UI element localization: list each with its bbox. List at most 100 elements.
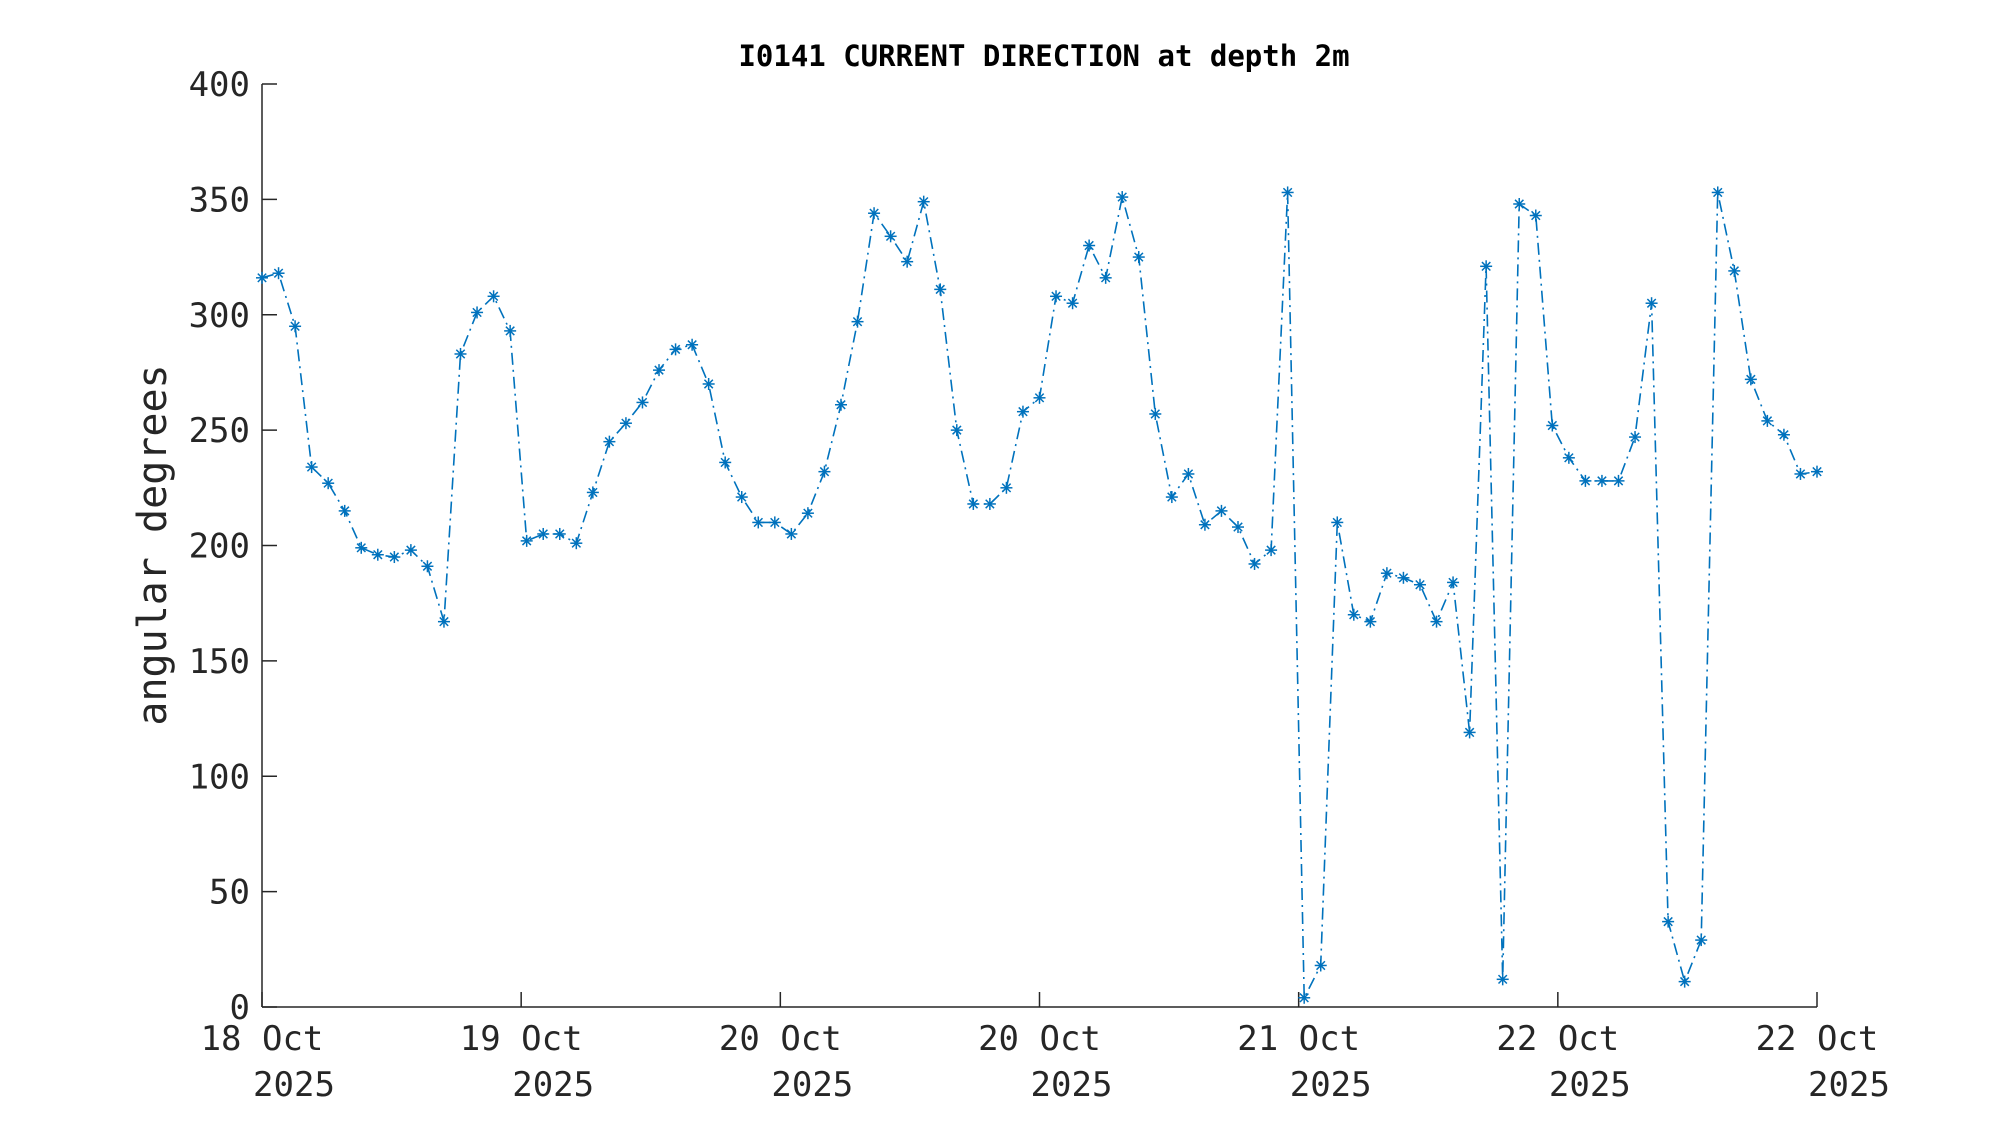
- data-point: [1083, 239, 1096, 252]
- data-point: [437, 615, 450, 628]
- data-point: [504, 324, 517, 337]
- data-point: [719, 456, 732, 469]
- data-point: [1116, 191, 1129, 204]
- data-point: [471, 306, 484, 319]
- data-point: [851, 315, 864, 328]
- data-point: [752, 516, 765, 529]
- y-tick-label: 0: [230, 988, 250, 1028]
- data-point: [1513, 197, 1526, 210]
- data-point: [801, 507, 814, 520]
- data-point: [1000, 481, 1013, 494]
- y-tick-label: 50: [209, 873, 250, 913]
- data-point: [537, 527, 550, 540]
- data-point: [669, 343, 682, 356]
- data-point: [1265, 544, 1278, 557]
- data-point: [520, 534, 533, 547]
- data-point: [1132, 251, 1145, 264]
- data-point: [1662, 915, 1675, 928]
- y-tick-label: 400: [189, 65, 250, 105]
- data-point: [636, 396, 649, 409]
- data-point: [1744, 373, 1757, 386]
- data-point: [1562, 451, 1575, 464]
- data-point: [1811, 465, 1823, 478]
- plot-area: [256, 186, 1823, 1004]
- data-point: [686, 338, 699, 351]
- data-point: [1777, 428, 1790, 441]
- x-tick-label-year: 2025: [253, 1065, 335, 1105]
- data-point: [1016, 405, 1029, 418]
- data-point: [305, 461, 318, 474]
- x-tick-label-year: 2025: [1549, 1065, 1631, 1105]
- data-point: [338, 504, 351, 517]
- data-point: [785, 527, 798, 540]
- y-tick-label: 350: [189, 180, 250, 220]
- data-point: [768, 516, 781, 529]
- data-point: [1480, 260, 1493, 273]
- data-point: [735, 491, 748, 504]
- data-point: [1645, 297, 1658, 310]
- data-point: [404, 544, 417, 557]
- data-point: [1794, 467, 1807, 480]
- data-point: [950, 424, 963, 437]
- data-point: [1579, 474, 1592, 487]
- x-tick-label-day: 21 Oct: [1237, 1019, 1360, 1059]
- data-point: [1298, 991, 1311, 1004]
- data-point: [1364, 615, 1377, 628]
- data-point: [967, 497, 980, 510]
- x-tick-label-day: 18 Oct: [201, 1019, 324, 1059]
- data-point: [1215, 504, 1228, 517]
- data-point: [934, 283, 947, 296]
- data-point: [1347, 608, 1360, 621]
- data-point: [983, 497, 996, 510]
- data-point: [818, 465, 831, 478]
- data-point: [454, 347, 467, 360]
- data-point: [619, 417, 632, 430]
- data-point: [421, 560, 434, 573]
- data-point: [1050, 290, 1063, 303]
- x-tick-label-year: 2025: [771, 1065, 853, 1105]
- data-point: [272, 267, 285, 280]
- y-tick-label: 250: [189, 411, 250, 451]
- x-tick-label-year: 2025: [1808, 1065, 1890, 1105]
- data-point: [355, 541, 368, 554]
- data-point: [487, 290, 500, 303]
- x-axis: 18 Oct 2025 19 Oct 2025 20 Oct 2025 20 Oct 2025…: [201, 992, 1890, 1105]
- data-point: [901, 255, 914, 268]
- data-point: [371, 548, 384, 561]
- x-tick-label-year: 2025: [1290, 1065, 1372, 1105]
- x-tick-label-day: 20 Oct: [719, 1019, 842, 1059]
- data-point: [1728, 264, 1741, 277]
- data-point: [1232, 521, 1245, 534]
- data-point: [1413, 578, 1426, 591]
- y-tick-label: 100: [189, 757, 250, 797]
- series-line: [261, 192, 1818, 999]
- data-point: [1314, 959, 1327, 972]
- x-tick-label-day: 19 Oct: [460, 1019, 583, 1059]
- data-point: [1149, 407, 1162, 420]
- data-point: [1496, 973, 1509, 986]
- data-point: [256, 271, 268, 284]
- data-point: [1711, 186, 1724, 199]
- y-tick-label: 200: [189, 527, 250, 567]
- data-point: [1463, 726, 1476, 739]
- x-tick-label-day: 22 Oct: [1756, 1019, 1879, 1059]
- data-point: [1430, 615, 1443, 628]
- data-point: [834, 398, 847, 411]
- data-point: [917, 195, 930, 208]
- y-axis: 0 50 100 150 200 250 300 350 400: [189, 65, 277, 1028]
- data-point: [868, 207, 881, 220]
- data-point: [1033, 391, 1046, 404]
- data-point: [322, 477, 335, 490]
- data-point: [1678, 975, 1691, 988]
- data-point: [1182, 467, 1195, 480]
- data-point: [1612, 474, 1625, 487]
- data-point: [1629, 431, 1642, 444]
- data-point: [1761, 414, 1774, 427]
- data-point: [1380, 567, 1393, 580]
- y-axis-label: angular degrees: [130, 364, 176, 725]
- x-tick-label-year: 2025: [1031, 1065, 1113, 1105]
- data-point: [1595, 474, 1608, 487]
- data-point: [1546, 419, 1559, 432]
- data-point: [1099, 271, 1112, 284]
